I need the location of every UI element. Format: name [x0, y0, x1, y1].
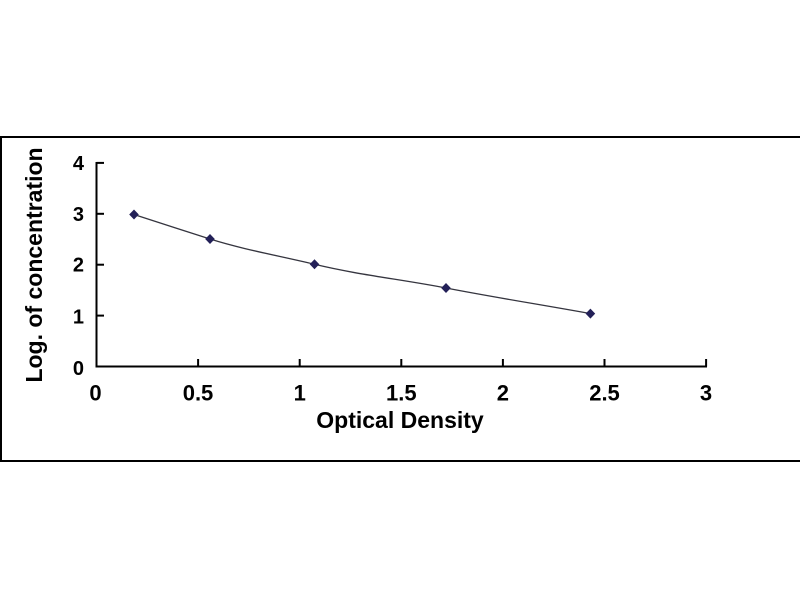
svg-text:1: 1 — [294, 381, 306, 406]
svg-text:0: 0 — [89, 381, 101, 406]
svg-text:Optical Density: Optical Density — [316, 407, 484, 433]
svg-text:3: 3 — [73, 204, 84, 226]
svg-text:1: 1 — [73, 307, 84, 329]
svg-text:2: 2 — [497, 381, 509, 406]
svg-text:3: 3 — [700, 381, 712, 406]
svg-text:2.5: 2.5 — [589, 381, 620, 406]
svg-text:2: 2 — [73, 255, 84, 277]
svg-text:1.5: 1.5 — [386, 381, 417, 406]
svg-text:4: 4 — [73, 153, 85, 175]
svg-text:Log. of concentration: Log. of concentration — [21, 147, 47, 382]
svg-text:0: 0 — [73, 358, 84, 380]
svg-text:0.5: 0.5 — [183, 381, 214, 406]
